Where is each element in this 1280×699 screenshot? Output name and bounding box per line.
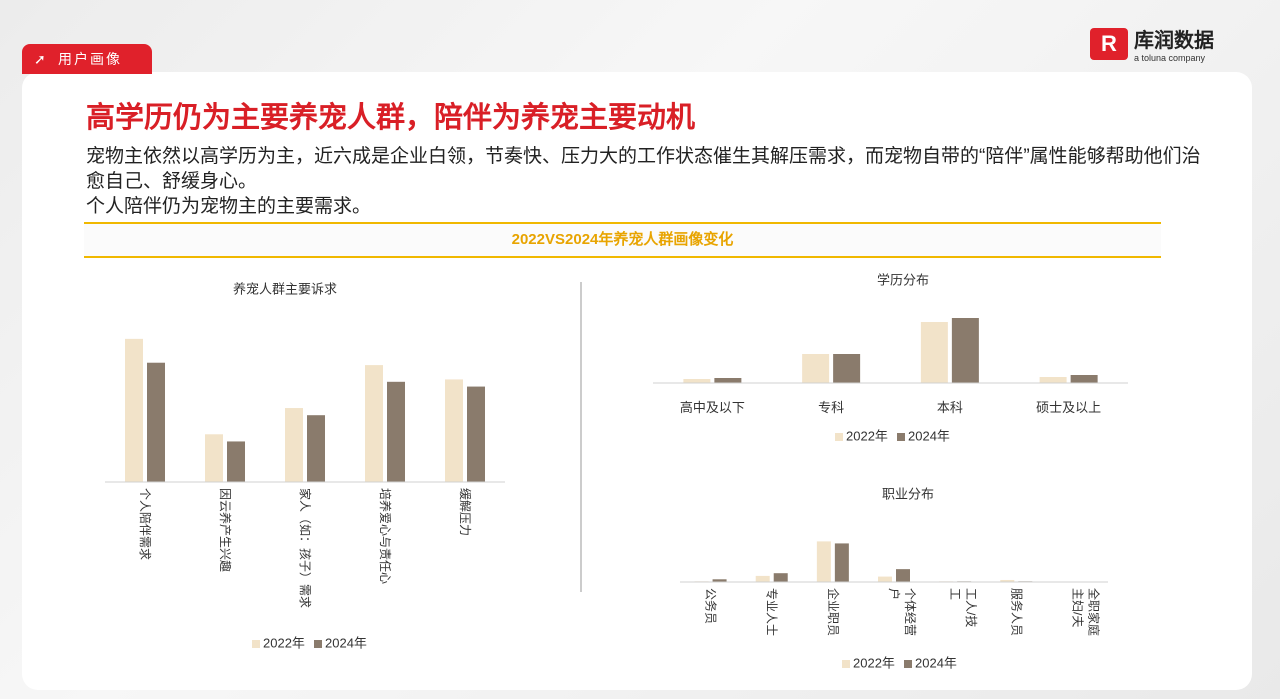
brand-name: 库润数据 — [1134, 30, 1214, 52]
bar — [205, 434, 223, 482]
legend-swatch — [904, 660, 912, 668]
body: 宠物主依然以高学历为主，近六成是企业白领，节奏快、压力大的工作状态催生其解压需求… — [86, 144, 1206, 219]
legend-label: 2022年 — [846, 428, 888, 443]
bar — [445, 379, 463, 482]
bar — [951, 318, 979, 383]
bar — [833, 354, 861, 383]
chart-title: 职业分布 — [882, 486, 934, 501]
legend-swatch — [835, 433, 843, 441]
bar — [816, 541, 831, 582]
bar — [1070, 375, 1098, 383]
bar — [878, 576, 892, 582]
bar — [920, 322, 948, 383]
bar — [683, 379, 711, 383]
x-tick-label: 服务人员 — [1009, 588, 1024, 637]
logo-mark: R — [1090, 27, 1128, 60]
legend-swatch — [897, 433, 905, 441]
chart-title: 养宠人群主要诉求 — [233, 281, 337, 296]
legend-label: 2024年 — [908, 428, 950, 443]
brand-sub: a toluna company — [1134, 53, 1206, 63]
legend-label: 2024年 — [915, 655, 957, 670]
logo: R 库润数据 a toluna company — [1090, 24, 1214, 63]
bar — [125, 338, 143, 482]
x-tick-label: 工人/技工 — [948, 588, 979, 628]
bar — [896, 569, 910, 582]
x-tick-label: 全职家庭主妇/夫 — [1070, 588, 1101, 637]
bar — [227, 441, 245, 482]
section-title: 2022VS2024年养宠人群画像变化 — [84, 222, 1161, 258]
tag: 用户画像 — [22, 44, 152, 74]
legend-swatch — [842, 660, 850, 668]
brand: R 库润数据 a toluna company — [1090, 24, 1214, 63]
bar — [147, 362, 165, 482]
x-tick-label: 企业职员 — [825, 588, 840, 637]
bar — [467, 386, 485, 482]
bar — [1000, 579, 1015, 582]
paragraph: 个人陪伴仍为宠物主的主要需求。 — [86, 196, 372, 217]
x-tick-label: 个体经营户 — [887, 588, 917, 637]
x-tick-label: 培养爱心与责任心 — [378, 488, 392, 585]
bar — [773, 573, 788, 582]
x-tick-label: 因云养产生兴趣 — [218, 488, 232, 573]
x-tick-label: 家人（如：孩子）需求 — [298, 488, 312, 609]
bar — [285, 408, 303, 482]
bar — [1039, 377, 1067, 383]
legend-swatch — [252, 640, 260, 648]
x-tick-label: 专科 — [818, 400, 845, 415]
paragraph: 宠物主依然以高学历为主，近六成是企业白领，节奏快、压力大的工作状态催生其解压需求… — [86, 146, 1201, 192]
legend-label: 2022年 — [853, 655, 895, 670]
legend-label: 2024年 — [325, 635, 367, 650]
bar — [802, 354, 830, 383]
x-tick-label: 高中及以下 — [679, 400, 745, 415]
legend-label: 2022年 — [263, 635, 305, 650]
bar — [307, 415, 325, 482]
bar — [365, 365, 383, 482]
bar — [712, 579, 727, 582]
chart-title: 学历分布 — [877, 272, 929, 287]
x-tick-label: 个人陪伴需求 — [138, 488, 152, 561]
bar — [387, 381, 405, 482]
brand-text: 库润数据 a toluna company — [1134, 24, 1214, 63]
bar — [834, 543, 849, 582]
x-tick-label: 专业人士 — [764, 588, 779, 637]
title: 高学历仍为主要养宠人群，陪伴为养宠主要动机 — [86, 102, 696, 134]
x-tick-label: 硕士及以上 — [1036, 400, 1102, 415]
x-tick-label: 本科 — [936, 400, 963, 415]
bar — [714, 378, 742, 383]
x-tick-label: 缓解压力 — [458, 488, 472, 537]
x-tick-label: 公务员 — [703, 588, 718, 625]
legend-swatch — [314, 640, 322, 648]
bar — [755, 575, 770, 582]
